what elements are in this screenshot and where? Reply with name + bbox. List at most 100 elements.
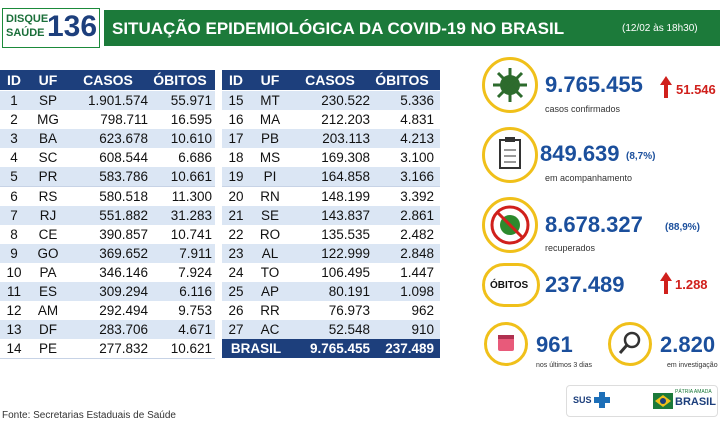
- column-header: UF: [260, 72, 280, 88]
- table-cell: MG: [37, 112, 59, 128]
- stat-value: 237.489: [545, 272, 625, 297]
- stat-value: 2.820: [660, 332, 716, 357]
- stat-label: casos confirmados: [545, 104, 621, 114]
- table-cell: PR: [38, 169, 58, 185]
- table-cell: 3.100: [400, 150, 434, 166]
- table-cell: 5: [10, 169, 18, 185]
- total-cell: 9.765.455: [309, 341, 370, 357]
- table-cell: 23: [228, 245, 244, 261]
- table-cell: 369.652: [99, 245, 148, 261]
- logo: DISQUE SAÚDE 136: [2, 8, 100, 48]
- table-cell: SE: [260, 207, 279, 223]
- column-header: ID: [229, 72, 243, 88]
- table-cell: 230.522: [321, 93, 370, 108]
- table-cell: 148.199: [321, 188, 370, 204]
- stat-increase: 51.546: [676, 82, 716, 97]
- column-header: ÓBITOS: [153, 72, 207, 88]
- column-header: UF: [38, 72, 58, 88]
- icon-circle: [482, 197, 538, 253]
- table-cell: TO: [260, 264, 280, 280]
- icon-circle: [482, 57, 538, 113]
- table-cell: 13: [6, 322, 22, 338]
- logo-number: 136: [47, 10, 98, 43]
- title: SITUAÇÃO EPIDEMIOLÓGICA DA COVID-19 NO B…: [112, 19, 565, 38]
- table-cell: 21: [228, 207, 244, 223]
- table-cell: 9.753: [178, 303, 212, 319]
- table-cell: SC: [38, 150, 58, 166]
- table-cell: 309.294: [99, 284, 148, 299]
- stat-value: 9.765.455: [545, 72, 643, 97]
- stat-label: nos últimos 3 dias: [536, 362, 593, 369]
- table-cell: AM: [37, 303, 59, 319]
- table-cell: 551.882: [99, 207, 148, 223]
- source: Fonte: Secretarias Estaduais de Saúde: [2, 410, 176, 421]
- clipboard-icon: [499, 137, 521, 169]
- table-cell: 6: [10, 188, 18, 204]
- table-cell: 26: [228, 303, 244, 319]
- table-cell: 76.973: [328, 303, 370, 319]
- table-cell: 31.283: [170, 207, 212, 223]
- icon-circle: [608, 322, 652, 366]
- table-cell: 3.392: [400, 188, 434, 204]
- table-cell: 143.837: [321, 207, 370, 223]
- total-cell: 237.489: [385, 341, 434, 357]
- deaths-title: ÓBITOS: [490, 280, 529, 291]
- recovered-icon: [490, 205, 530, 245]
- table-cell: 9: [10, 245, 18, 261]
- table-cell: 25: [228, 284, 244, 299]
- table-cell: 910: [411, 322, 434, 338]
- stat-label: em acompanhamento: [545, 173, 633, 183]
- table-cell: MS: [259, 150, 281, 166]
- up-arrow: [660, 76, 672, 98]
- table-cell: 7: [10, 207, 18, 223]
- table-cell: 10: [6, 264, 22, 280]
- table-cell: 4.831: [400, 112, 434, 128]
- table-cell: 2.861: [400, 207, 434, 223]
- table-cell: AC: [260, 322, 280, 338]
- table-cell: 2: [10, 112, 18, 128]
- table-cell: 22: [228, 226, 244, 242]
- table-cell: 80.191: [328, 284, 370, 299]
- table-cell: PI: [263, 169, 277, 185]
- calendar-icon: [498, 335, 514, 351]
- table-cell: 52.548: [328, 322, 370, 338]
- table-cell: 6.686: [178, 150, 212, 166]
- icon-circle: [482, 127, 538, 183]
- table-cell: 8: [10, 226, 18, 242]
- table-cell: PA: [39, 264, 57, 280]
- logo-text: PÁTRIA AMADA: [675, 389, 712, 395]
- table-cell: 608.544: [99, 150, 148, 166]
- table-cell: PE: [38, 341, 57, 357]
- table-cell: 7.924: [178, 264, 212, 280]
- table-cell: 292.494: [99, 303, 148, 319]
- gov-logos: SUS PÁTRIA AMADA BRASIL: [566, 385, 718, 417]
- logo-text: BRASIL: [675, 396, 716, 408]
- column-header: ÓBITOS: [375, 72, 429, 88]
- table-cell: 10.741: [170, 226, 212, 242]
- table-cell: 14: [6, 341, 22, 357]
- table-cell: MT: [260, 93, 280, 108]
- table-cell: 7.911: [179, 245, 212, 261]
- table-cell: 17: [228, 131, 244, 147]
- table-cell: 6.116: [179, 284, 212, 299]
- table-cell: 1.447: [400, 264, 434, 280]
- table-cell: MA: [259, 112, 281, 128]
- table-cell: 122.999: [321, 245, 370, 261]
- table-cell: 583.786: [99, 169, 148, 185]
- icon-circle: ÓBITOS: [482, 263, 540, 307]
- table-cell: 12: [6, 303, 22, 319]
- total-cell: BRASIL: [230, 341, 282, 357]
- table-cell: 580.518: [99, 188, 148, 204]
- table-cell: 203.113: [322, 131, 370, 147]
- table-cell: RS: [38, 188, 58, 204]
- table-cell: 16: [228, 112, 244, 128]
- stat-increase: 1.288: [675, 277, 708, 292]
- table-cell: 2.482: [400, 226, 434, 242]
- table-cell: 212.203: [321, 112, 370, 128]
- logo-text: SUS: [573, 395, 592, 405]
- table-cell: 346.146: [99, 264, 148, 280]
- table-cell: RO: [259, 226, 281, 242]
- table-cell: SP: [38, 93, 57, 108]
- stat-value: 961: [536, 332, 573, 357]
